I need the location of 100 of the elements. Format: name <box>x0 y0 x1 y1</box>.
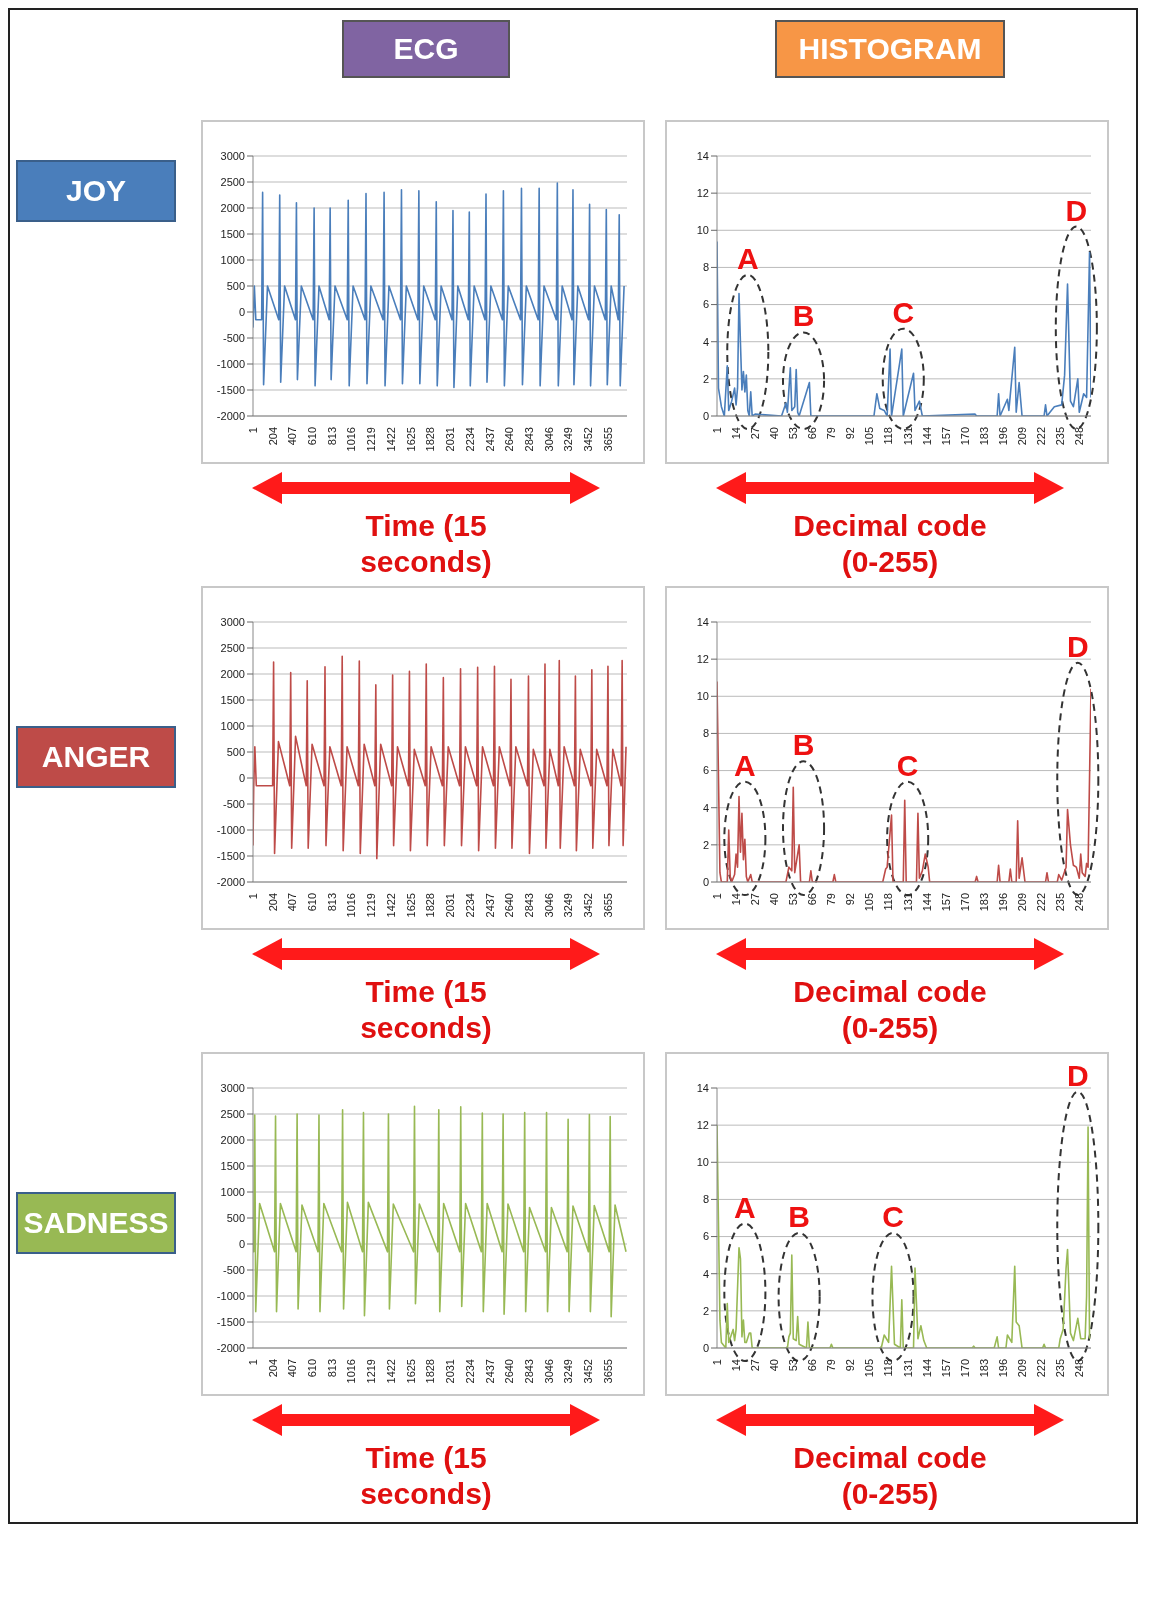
x-tick-label: 1016 <box>345 893 358 918</box>
x-tick-label: 3452 <box>582 893 595 918</box>
x-tick-label: 118 <box>882 893 895 911</box>
y-tick-label: 500 <box>226 745 245 758</box>
y-tick-label: 1000 <box>220 1185 245 1198</box>
y-tick-label: 3000 <box>220 1081 245 1094</box>
x-tick-label: 204 <box>266 427 279 446</box>
x-tick-label: 92 <box>844 893 857 906</box>
y-tick-label: 8 <box>702 727 709 740</box>
x-tick-label: 222 <box>1034 427 1047 446</box>
x-tick-label: 131 <box>901 427 914 446</box>
x-tick-label: 170 <box>958 893 971 912</box>
x-tick-label: 3452 <box>582 427 595 452</box>
y-tick-label: 2000 <box>220 201 245 214</box>
annotation: A <box>736 241 759 275</box>
x-tick-label: 92 <box>844 427 857 440</box>
x-tick-label: 105 <box>863 893 876 912</box>
x-tick-label: 118 <box>882 427 895 445</box>
x-tick-label: 1016 <box>345 427 358 452</box>
x-tick-label: 1828 <box>424 1359 437 1384</box>
x-tick-label: 79 <box>825 427 838 440</box>
y-tick-label: 1500 <box>220 1159 245 1172</box>
x-tick-label: 235 <box>1054 427 1067 446</box>
y-tick-label: 14 <box>696 615 709 628</box>
x-tick-label: 40 <box>768 427 781 440</box>
y-tick-label: 0 <box>702 1341 709 1354</box>
y-tick-label: 6 <box>702 764 709 777</box>
y-tick-label: -1000 <box>216 357 245 370</box>
x-tick-label: 2843 <box>523 893 535 918</box>
x-tick-label: 105 <box>863 1359 876 1378</box>
x-tick-label: 79 <box>825 1359 838 1372</box>
y-tick-label: 500 <box>226 279 245 292</box>
y-tick-label: 8 <box>702 1193 709 1206</box>
x-tick-label: 196 <box>996 427 1009 446</box>
annotation: D <box>1066 1058 1089 1092</box>
x-tick-label: 1 <box>246 893 259 900</box>
text: JOY <box>16 160 176 222</box>
y-tick-label: 2500 <box>220 641 245 654</box>
x-tick-label: 407 <box>286 893 299 912</box>
x-tick-label: 183 <box>977 1359 990 1378</box>
y-tick-label: 3000 <box>220 615 245 628</box>
x-tick-label: 1828 <box>424 427 437 452</box>
x-tick-label: 222 <box>1034 893 1047 912</box>
x-tick-label: 1422 <box>384 893 397 918</box>
x-tick-label: 2843 <box>523 427 535 452</box>
x-tick-label: 1219 <box>365 893 378 918</box>
x-tick-label: 1 <box>246 1359 259 1366</box>
x-tick-label: 610 <box>306 1359 319 1378</box>
x-tick-label: 248 <box>1073 1359 1086 1378</box>
x-tick-label: 209 <box>1015 893 1028 912</box>
x-tick-label: 27 <box>748 893 761 906</box>
y-tick-label: -1000 <box>216 823 245 836</box>
x-tick-label: 1422 <box>384 427 397 452</box>
x-tick-label: 2031 <box>444 893 457 918</box>
x-tick-label: 157 <box>939 427 952 446</box>
x-axis-title: Decimal code (0-255) <box>792 508 988 580</box>
x-tick-label: 40 <box>768 1359 781 1372</box>
x-tick-label: 131 <box>901 1359 914 1378</box>
y-tick-label: 12 <box>696 653 709 666</box>
x-axis-title: Time (15 seconds) <box>359 974 493 1046</box>
y-tick-label: -500 <box>222 1263 245 1276</box>
x-tick-label: 407 <box>286 427 299 446</box>
x-tick-label: 3249 <box>562 1359 575 1384</box>
x-tick-label: 3046 <box>542 1359 555 1384</box>
x-tick-label: 2234 <box>463 427 476 452</box>
x-tick-label: 2437 <box>483 1359 496 1384</box>
y-tick-label: 1000 <box>220 719 245 732</box>
y-tick-label: -500 <box>222 797 245 810</box>
x-tick-label: 40 <box>768 893 781 906</box>
x-tick-label: 2437 <box>483 893 496 918</box>
x-tick-label: 157 <box>939 1359 952 1378</box>
y-tick-label: 500 <box>226 1211 245 1224</box>
annotation: C <box>882 1199 904 1233</box>
y-tick-label: 10 <box>696 690 709 703</box>
x-tick-label: 144 <box>920 427 933 446</box>
x-tick-label: 3249 <box>562 427 575 452</box>
x-tick-label: 66 <box>806 1359 819 1372</box>
y-tick-label: 2 <box>702 1304 709 1317</box>
x-tick-label: 610 <box>306 893 319 912</box>
y-tick-label: 14 <box>696 1081 709 1094</box>
y-tick-label: -2000 <box>216 875 245 888</box>
x-axis-title: Decimal code (0-255) <box>792 1440 988 1512</box>
y-tick-label: 2000 <box>220 667 245 680</box>
x-axis-title: Time (15 seconds) <box>359 508 493 580</box>
x-tick-label: 183 <box>977 427 990 446</box>
y-tick-label: -2000 <box>216 409 245 422</box>
x-tick-label: 79 <box>825 893 838 906</box>
x-tick-label: 2234 <box>463 893 476 918</box>
annotation: A <box>734 748 756 782</box>
x-tick-label: 248 <box>1073 893 1086 912</box>
x-tick-label: 1625 <box>404 427 417 452</box>
y-tick-label: 4 <box>702 801 709 814</box>
x-tick-label: 1828 <box>424 893 437 918</box>
text: SADNESS <box>16 1192 176 1254</box>
x-tick-label: 1219 <box>365 1359 378 1384</box>
x-tick-label: 222 <box>1034 1359 1047 1378</box>
x-tick-label: 1016 <box>345 1359 358 1384</box>
x-tick-label: 157 <box>939 893 952 912</box>
x-tick-label: 3655 <box>601 427 614 452</box>
x-tick-label: 2640 <box>503 1359 516 1384</box>
